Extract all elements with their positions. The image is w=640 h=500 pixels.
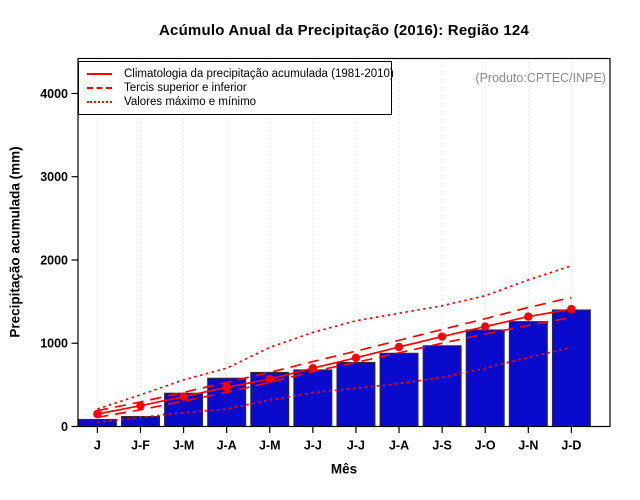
x-axis: J J-F J-M J-A J-M J-J J-J J-A J-S J-O J-N J-D xyxy=(94,426,581,453)
bar xyxy=(336,361,376,427)
legend-item-climatology: Climatologia da precipitação acumulada (… xyxy=(87,67,394,81)
line-solid xyxy=(97,308,572,415)
climatology-point xyxy=(179,392,188,401)
line-dashed xyxy=(97,296,572,412)
legend-label: Tercis superior e inferior xyxy=(124,82,247,94)
bar xyxy=(508,321,548,428)
climatology-point xyxy=(222,383,231,392)
chart-legend: Climatologia da precipitação acumulada (… xyxy=(78,61,394,115)
x-tick-label: J-J xyxy=(347,439,365,453)
x-tick-label: J-A xyxy=(217,439,237,453)
bar xyxy=(422,345,462,427)
y-tick-label: 3000 xyxy=(40,170,68,184)
y-tick-label: 4000 xyxy=(40,87,68,101)
bar xyxy=(293,369,333,427)
bar xyxy=(379,352,419,427)
y-axis: 0 1000 2000 3000 4000 xyxy=(40,87,78,434)
climatology-point xyxy=(265,374,274,384)
x-tick-label: J xyxy=(94,439,101,453)
climatology-lines xyxy=(93,265,576,424)
legend-label: Climatologia da precipitação acumulada (… xyxy=(124,68,394,80)
dashed-line-icon xyxy=(87,87,112,89)
x-tick-label: J-J xyxy=(304,439,322,453)
producer-watermark: (Produto:CPTEC/INPE) xyxy=(475,71,606,85)
dotted-line-icon xyxy=(87,101,112,103)
legend-label: Valores máximo e mínimo xyxy=(124,96,257,108)
plot-box xyxy=(77,57,611,428)
x-tick-label: J-O xyxy=(475,439,496,453)
legend-item-terciles: Tercis superior e inferior xyxy=(87,81,391,95)
climatology-point xyxy=(394,342,404,352)
chart-title: Acúmulo Anual da Precipitação (2016): Re… xyxy=(159,22,529,39)
bar xyxy=(551,309,591,427)
climatology-point xyxy=(308,364,318,373)
x-tick-label: J-M xyxy=(259,439,281,453)
bar xyxy=(465,329,505,427)
x-tick-label: J-A xyxy=(389,439,409,453)
x-tick-label: J-M xyxy=(173,439,195,453)
bars-2016 xyxy=(77,309,591,428)
climatology-point xyxy=(351,353,361,363)
climatology-point xyxy=(481,322,490,331)
x-tick-label: J-F xyxy=(131,439,150,453)
climatology-point xyxy=(136,401,145,410)
x-tick-label: J-D xyxy=(561,439,581,453)
climatology-point xyxy=(437,332,447,341)
climatology-point xyxy=(93,409,102,419)
line-dashed xyxy=(97,316,572,419)
climatology-point xyxy=(524,312,533,321)
y-tick-label: 2000 xyxy=(40,253,68,267)
x-axis-label: Mês xyxy=(330,461,358,477)
line-dotted xyxy=(97,346,572,424)
gridlines xyxy=(96,58,572,427)
legend-item-max-min: Valores máximo e mínimo xyxy=(87,95,391,109)
x-tick-label: J-N xyxy=(518,439,538,453)
climatology-point xyxy=(567,304,576,314)
solid-line-icon xyxy=(87,73,112,75)
y-tick-label: 0 xyxy=(61,420,68,434)
y-axis-label: Precipitação acumulada (mm) xyxy=(7,146,23,338)
y-tick-label: 1000 xyxy=(40,337,68,351)
x-tick-label: J-S xyxy=(432,439,451,453)
